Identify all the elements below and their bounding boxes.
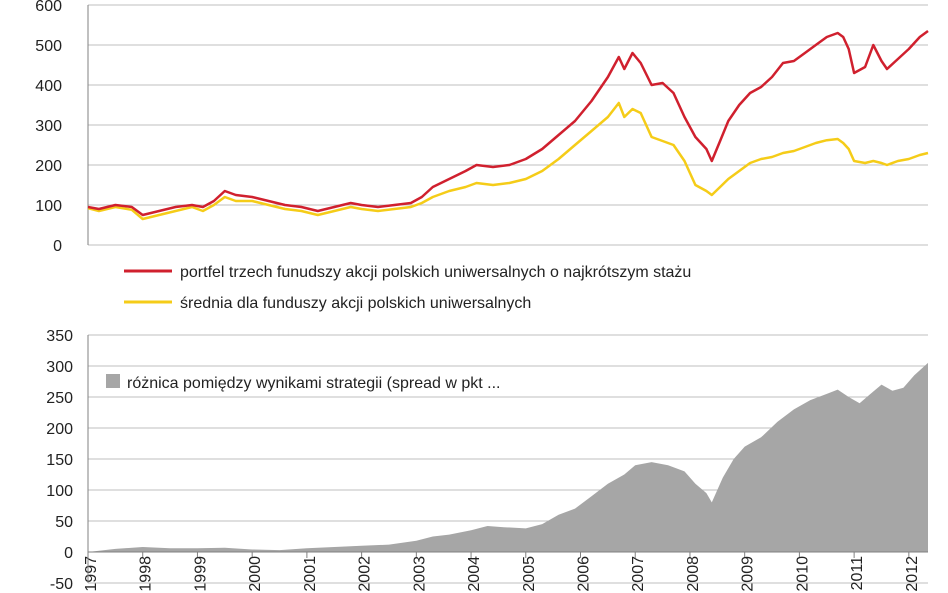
legend-swatch-spread	[106, 374, 120, 388]
legend-label-srednia: średnia dla funduszy akcji polskich uniw…	[180, 295, 531, 312]
x-tick-label: 2002	[357, 556, 374, 592]
bottom-chart-x-axis: 1997 1998 1999 2000 2001 2002 2003 2004 2005 2006…	[83, 552, 921, 592]
top-chart-series	[87, 29, 929, 221]
x-tick-label: 2000	[247, 556, 264, 592]
x-tick-label: 1998	[138, 556, 155, 592]
x-tick-label: 2003	[411, 556, 428, 592]
x-tick-label: 2010	[794, 556, 811, 592]
bottom-y-tick-label: 50	[55, 514, 73, 531]
x-tick-label: 2005	[521, 556, 538, 592]
bottom-y-tick-label: 300	[46, 359, 73, 376]
top-y-tick-label: 300	[35, 118, 62, 135]
bottom-y-tick-label: 350	[46, 328, 73, 345]
top-y-tick-label: 200	[35, 158, 62, 175]
bottom-chart-series	[88, 362, 928, 552]
top-y-tick-label: 100	[35, 198, 62, 215]
bottom-y-tick-label: 150	[46, 452, 73, 469]
top-y-tick-label: 0	[53, 238, 62, 255]
top-y-tick-label: 600	[35, 0, 62, 15]
x-tick-label: 2006	[576, 556, 593, 592]
x-tick-label: 2001	[302, 556, 319, 592]
bottom-chart-y-axis: -50 0 50 100 150 200 250 300 350	[46, 328, 73, 593]
x-tick-label: 2012	[904, 556, 921, 592]
bottom-y-tick-label: 250	[46, 390, 73, 407]
x-tick-label: 2004	[466, 556, 483, 592]
series-line-portfel	[87, 29, 929, 217]
bottom-y-tick-label: 0	[64, 545, 73, 562]
top-y-tick-label: 400	[35, 78, 62, 95]
top-y-tick-label: 500	[35, 38, 62, 55]
x-tick-label: 2008	[685, 556, 702, 592]
series-area-spread	[88, 362, 928, 552]
top-chart-gridlines	[88, 4, 928, 246]
bottom-y-tick-label: -50	[50, 576, 73, 593]
legend-label-spread: różnica pomiędzy wynikami strategii (spr…	[127, 375, 500, 392]
x-tick-label: 2007	[630, 556, 647, 592]
x-tick-label: 1997	[83, 556, 100, 592]
bottom-y-tick-label: 200	[46, 421, 73, 438]
x-tick-label: 2011	[849, 556, 866, 591]
bottom-y-tick-label: 100	[46, 483, 73, 500]
bottom-chart-legend: różnica pomiędzy wynikami strategii (spr…	[106, 374, 500, 392]
series-line-srednia	[87, 101, 929, 221]
legend-label-portfel: portfel trzech funudszy akcji polskich u…	[180, 264, 691, 281]
top-chart-legend: portfel trzech funudszy akcji polskich u…	[124, 264, 691, 312]
x-tick-label: 2009	[740, 556, 757, 592]
top-chart-y-axis: 0 100 200 300 400 500 600	[35, 0, 62, 255]
x-tick-label: 1999	[192, 556, 209, 592]
